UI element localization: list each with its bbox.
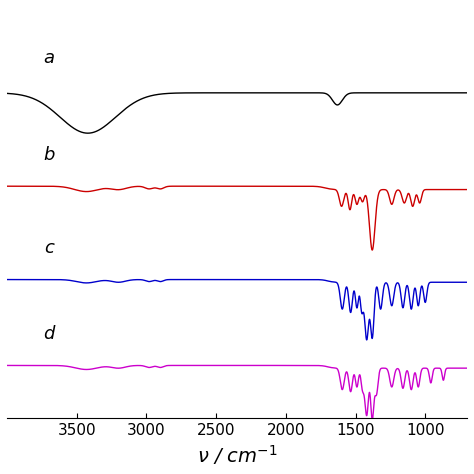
Text: d: d: [43, 325, 55, 343]
Text: c: c: [44, 239, 54, 257]
Text: a: a: [43, 49, 54, 67]
Text: b: b: [43, 146, 55, 164]
X-axis label: $\nu$ / cm$^{-1}$: $\nu$ / cm$^{-1}$: [197, 443, 277, 467]
